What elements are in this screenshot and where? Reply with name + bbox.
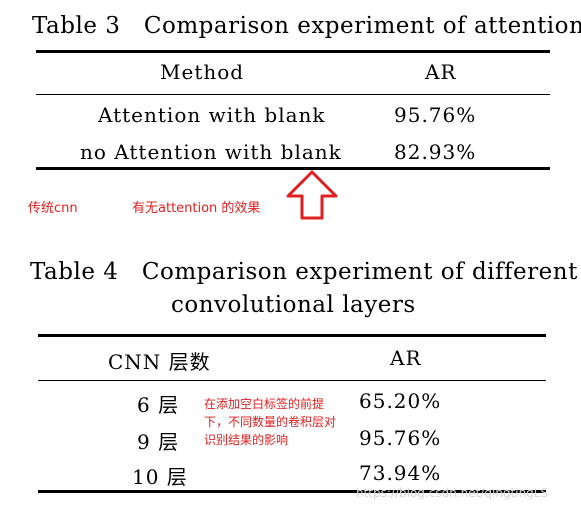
annotation-attention-effect: 有无attention 的效果 (132, 201, 261, 216)
up-arrow-icon (286, 170, 338, 220)
table4-row3-layers: 10 层 (132, 465, 188, 489)
table4-row1-ar: 65.20% (359, 389, 442, 413)
table3-row1-ar: 95.76% (394, 103, 477, 127)
table4-caption-line1: Table 4 Comparison experiment of differe… (30, 259, 578, 285)
table3-row2-method: no Attention with blank (80, 140, 342, 164)
table4-row2-layers: 9 层 (137, 430, 180, 454)
table3-header-method: Method (160, 60, 245, 84)
table3-row2-ar: 82.93% (394, 140, 477, 164)
table4-row3-ar: 73.94% (359, 461, 442, 485)
table3-row1-method: Attention with blank (98, 103, 326, 127)
table3-top-rule (36, 50, 550, 53)
table3-bottom-rule (36, 167, 550, 170)
table3-mid-rule (36, 94, 550, 95)
table4-top-rule (38, 334, 546, 337)
table4-mid-rule (38, 380, 546, 381)
table4-row2-ar: 95.76% (359, 426, 442, 450)
table4-caption-line2: convolutional layers (171, 292, 416, 318)
table3-header-ar: AR (425, 60, 457, 84)
annotation-traditional-cnn: 传统cnn (28, 201, 78, 216)
table4-bottom-rule (38, 490, 546, 493)
table4-header-layers: CNN 层数 (108, 350, 211, 374)
table4-header-ar: AR (390, 346, 422, 370)
annotation-layers-note: 在添加空白标签的前提下，不同数量的卷积层对识别结果的影响 (204, 397, 337, 447)
table3-caption: Table 3 Comparison experiment of attenti… (32, 13, 581, 39)
watermark: https://blog.csdn.net/qingtingLS (356, 486, 549, 500)
table4-row1-layers: 6 层 (137, 393, 180, 417)
